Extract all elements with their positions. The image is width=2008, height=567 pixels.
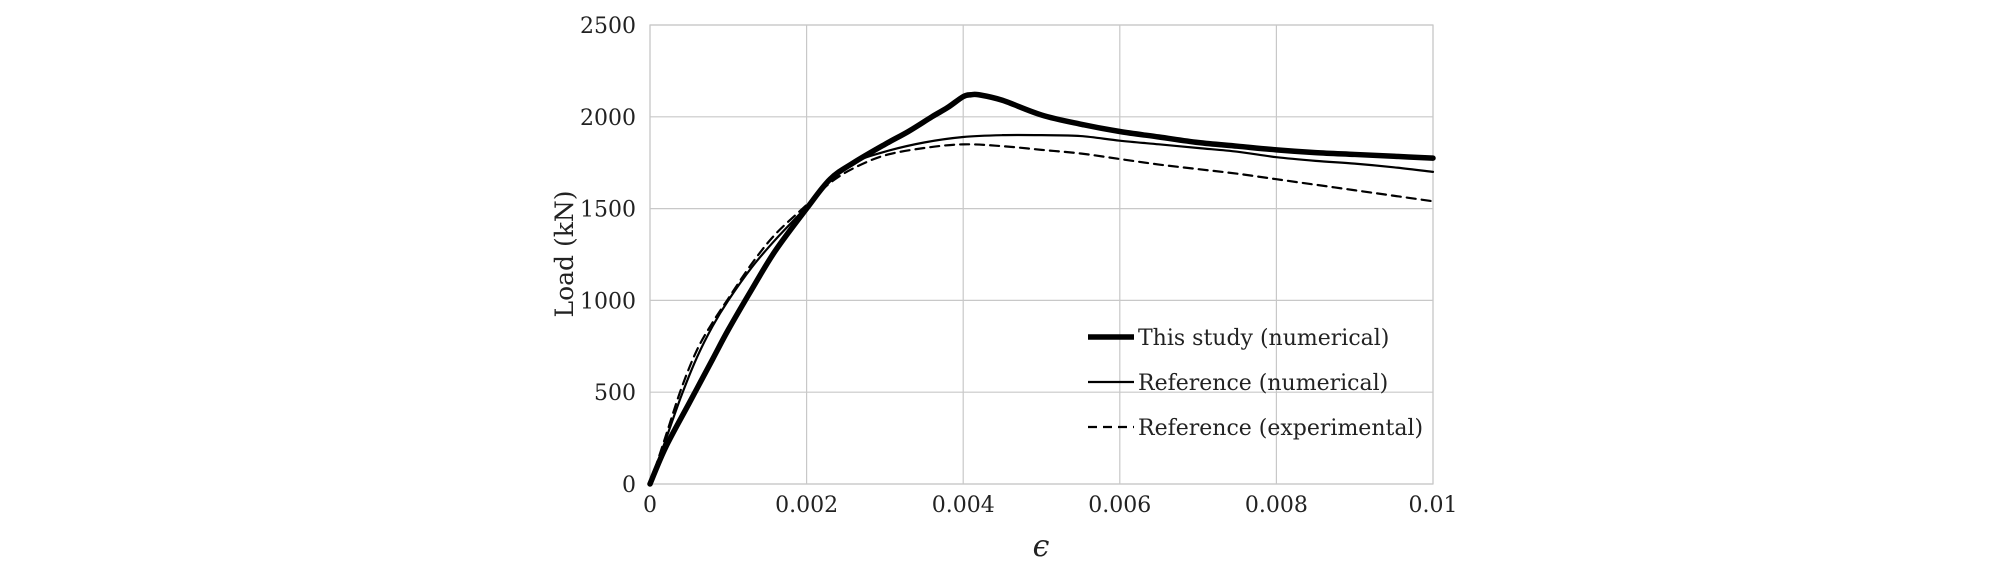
legend-label: Reference (numerical): [1138, 371, 1388, 396]
y-axis-ticks: 0 500 1000 1500 2000 2500: [580, 14, 636, 498]
legend: This study (numerical) Reference (numeric…: [1088, 326, 1423, 441]
x-tick-label: 0.002: [775, 493, 838, 518]
x-tick-label: 0.01: [1409, 493, 1458, 518]
x-tick-label: 0.006: [1088, 493, 1151, 518]
y-tick-label: 500: [594, 381, 636, 406]
x-axis-label: ϵ: [1033, 529, 1050, 564]
x-axis-ticks: 0 0.002 0.004 0.006 0.008 0.01: [643, 493, 1457, 518]
x-tick-label: 0: [643, 493, 657, 518]
y-tick-label: 1500: [580, 198, 636, 223]
y-tick-label: 1000: [580, 289, 636, 314]
x-tick-label: 0.008: [1245, 493, 1308, 518]
y-axis-label: Load (kN): [550, 190, 579, 317]
x-tick-label: 0.004: [932, 493, 995, 518]
legend-label: Reference (experimental): [1138, 416, 1423, 441]
y-tick-label: 2500: [580, 14, 636, 39]
y-tick-label: 2000: [580, 106, 636, 131]
legend-label: This study (numerical): [1138, 326, 1389, 351]
y-tick-label: 0: [622, 473, 636, 498]
